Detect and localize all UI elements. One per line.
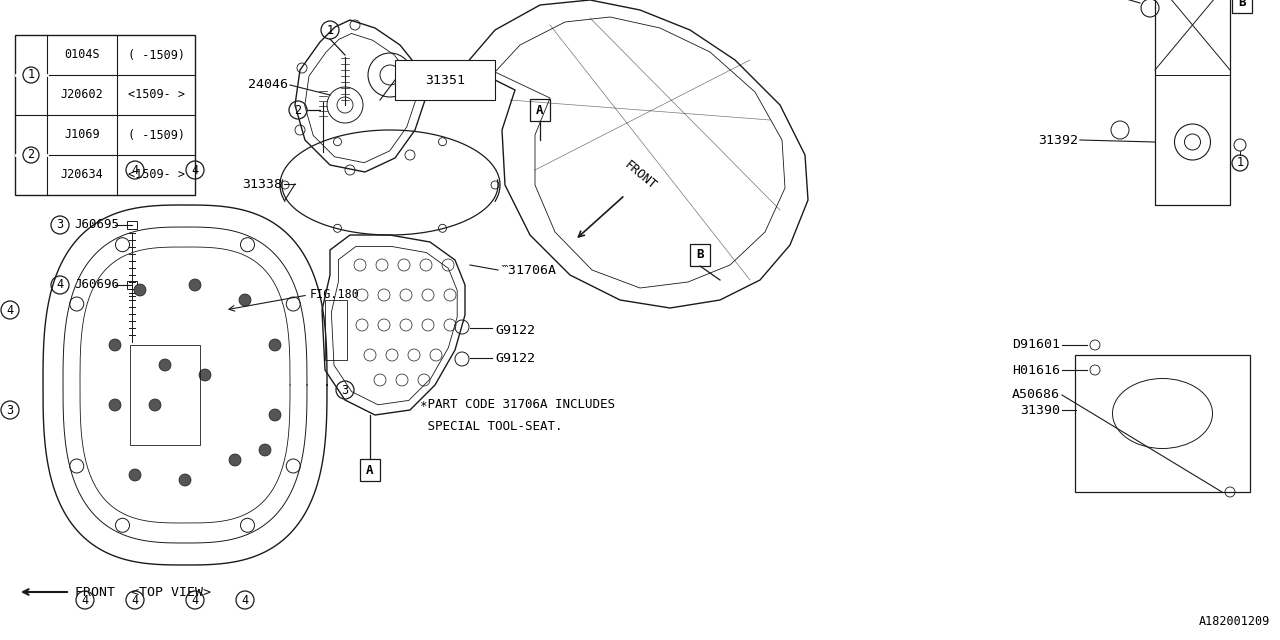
Text: G9122: G9122 (495, 323, 535, 337)
Text: 31392: 31392 (1038, 134, 1078, 147)
Text: ‷31706A: ‷31706A (500, 264, 556, 276)
Text: J20634: J20634 (60, 168, 104, 182)
Text: A50686: A50686 (1012, 388, 1060, 401)
Circle shape (109, 399, 122, 411)
Circle shape (198, 369, 211, 381)
Text: FRONT: FRONT (622, 158, 659, 192)
Text: J1069: J1069 (64, 129, 100, 141)
Circle shape (269, 339, 282, 351)
Text: FRONT  <TOP VIEW>: FRONT <TOP VIEW> (76, 586, 211, 598)
Bar (127, 221, 137, 229)
Text: 4: 4 (132, 163, 138, 177)
Text: 3: 3 (56, 218, 64, 232)
Text: B: B (696, 248, 704, 262)
Text: 31390: 31390 (1020, 403, 1060, 417)
Bar (1155, 0, 1230, 205)
Text: 4: 4 (132, 593, 138, 607)
Circle shape (189, 279, 201, 291)
Circle shape (269, 409, 282, 421)
Circle shape (159, 359, 172, 371)
Text: ( -1509): ( -1509) (128, 49, 184, 61)
Text: 4: 4 (192, 593, 198, 607)
Text: 0104S: 0104S (64, 49, 100, 61)
Text: 31351: 31351 (430, 63, 470, 77)
Text: 1: 1 (27, 68, 35, 81)
Circle shape (179, 474, 191, 486)
Text: 4: 4 (242, 593, 248, 607)
Text: 3: 3 (342, 383, 348, 397)
Text: SPECIAL TOOL-SEAT.: SPECIAL TOOL-SEAT. (420, 420, 562, 433)
Bar (1075, 355, 1251, 492)
Circle shape (229, 454, 241, 466)
Text: 4: 4 (192, 163, 198, 177)
Bar (325, 300, 347, 360)
Text: D91601: D91601 (1012, 339, 1060, 351)
Bar (396, 60, 495, 100)
Text: 31338: 31338 (242, 177, 282, 191)
Circle shape (259, 444, 271, 456)
Bar (360, 459, 380, 481)
Text: G9122: G9122 (495, 351, 535, 365)
Circle shape (148, 399, 161, 411)
Text: A: A (366, 463, 374, 477)
Circle shape (129, 469, 141, 481)
Text: 1: 1 (326, 24, 334, 36)
Text: ∗PART CODE 31706A INCLUDES: ∗PART CODE 31706A INCLUDES (420, 399, 614, 412)
Text: <1509- >: <1509- > (128, 88, 184, 102)
Bar (1231, 0, 1252, 13)
Bar (530, 99, 550, 121)
Text: J60695: J60695 (74, 218, 119, 232)
Text: FIG.180: FIG.180 (310, 289, 360, 301)
Text: 4: 4 (82, 593, 88, 607)
Text: <1509- >: <1509- > (128, 168, 184, 182)
Text: H01616: H01616 (1012, 364, 1060, 376)
Circle shape (109, 339, 122, 351)
Text: 2: 2 (294, 104, 302, 116)
Bar (690, 244, 710, 266)
Text: J20602: J20602 (60, 88, 104, 102)
Text: ( -1509): ( -1509) (128, 129, 184, 141)
Bar (131, 345, 200, 445)
Text: A: A (536, 104, 544, 116)
Text: B: B (1238, 0, 1245, 8)
Circle shape (239, 294, 251, 306)
Bar (127, 281, 137, 289)
Text: A182001209: A182001209 (1199, 615, 1270, 628)
Text: J60696: J60696 (74, 278, 119, 291)
Text: 4: 4 (56, 278, 64, 291)
Text: 3: 3 (6, 403, 14, 417)
Text: 31351: 31351 (425, 74, 465, 86)
Bar (15, 35, 195, 195)
Text: 4: 4 (6, 303, 14, 317)
Text: 2: 2 (27, 148, 35, 161)
Circle shape (134, 284, 146, 296)
Text: 1: 1 (1236, 157, 1244, 170)
Text: 24046: 24046 (248, 79, 288, 92)
